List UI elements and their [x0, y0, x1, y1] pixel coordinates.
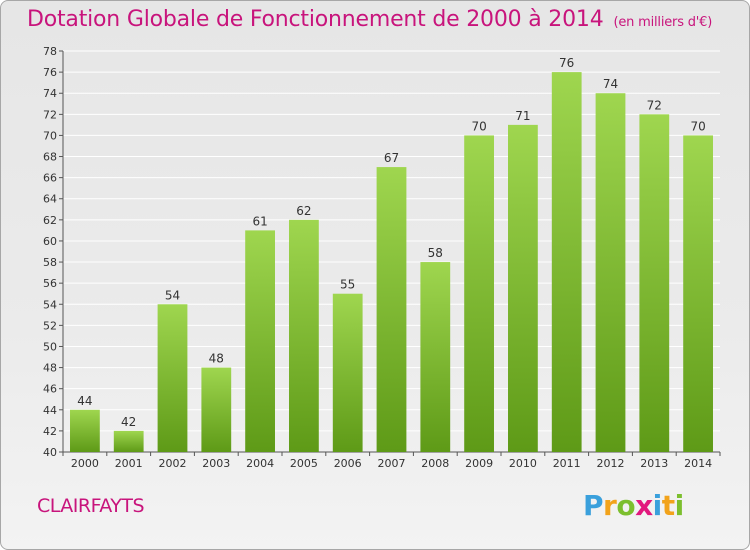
logo-letter: o: [616, 489, 636, 522]
x-tick-label: 2001: [115, 457, 143, 470]
bars: [70, 72, 713, 453]
y-tick-label: 54: [43, 298, 57, 311]
y-tick-label: 64: [43, 193, 57, 206]
x-tick-label: 2009: [465, 457, 493, 470]
x-tick-label: 2005: [290, 457, 318, 470]
y-tick-label: 66: [43, 172, 57, 185]
x-tick-label: 2004: [246, 457, 274, 470]
bar: [70, 409, 100, 452]
data-label: 58: [428, 246, 443, 260]
x-tick-label: 2014: [684, 457, 712, 470]
y-tick-label: 40: [43, 446, 57, 459]
y-tick-label: 44: [43, 404, 57, 417]
chart-subtitle: (en milliers d'€): [613, 15, 713, 30]
data-label: 62: [296, 204, 311, 218]
bar: [420, 262, 451, 452]
data-label: 54: [165, 288, 180, 302]
data-label: 61: [252, 214, 267, 228]
data-label: 67: [384, 151, 399, 165]
x-tick-label: 2013: [640, 457, 668, 470]
logo-letter: P: [583, 489, 604, 522]
proxiti-logo: Proxiti: [583, 489, 684, 522]
data-label: 42: [121, 415, 136, 429]
data-label: 44: [77, 394, 92, 408]
logo-letter: t: [661, 489, 675, 522]
x-tick-label: 2010: [509, 457, 537, 470]
y-tick-label: 68: [43, 151, 57, 164]
y-tick-label: 72: [43, 108, 57, 121]
bar: [289, 219, 319, 452]
y-tick-label: 52: [43, 319, 57, 332]
bar: [639, 114, 670, 452]
bar: [376, 167, 407, 452]
bar: [551, 72, 582, 453]
chart-title: Dotation Globale de Fonctionnement de 20…: [27, 7, 712, 32]
bar: [332, 293, 363, 452]
x-tick-label: 2006: [334, 457, 362, 470]
bar: [595, 93, 626, 453]
y-tick-label: 56: [43, 277, 57, 290]
data-labels: 44 42 54 48 61 62 55 67 58 70 71 76 74 72 70: [77, 56, 705, 429]
bar: [201, 367, 232, 452]
logo-letter: x: [635, 489, 653, 522]
data-label: 55: [340, 278, 355, 292]
x-tick-label: 2011: [553, 457, 581, 470]
data-label: 72: [647, 98, 662, 112]
y-tick-label: 50: [43, 340, 57, 353]
bar: [683, 135, 713, 452]
bar: [157, 304, 188, 452]
data-label: 70: [471, 119, 486, 133]
y-tick-label: 48: [43, 362, 57, 375]
y-tick-label: 62: [43, 214, 57, 227]
x-tick-label: 2003: [202, 457, 230, 470]
y-tick-label: 78: [43, 45, 57, 58]
data-label: 70: [690, 119, 705, 133]
logo-letter: r: [603, 489, 617, 522]
bar: [508, 124, 538, 453]
x-tick-label: 2008: [421, 457, 449, 470]
bar: [245, 230, 275, 452]
commune-name: CLAIRFAYTS: [37, 495, 145, 517]
y-tick-label: 58: [43, 256, 57, 269]
logo-letter: i: [652, 489, 663, 522]
data-label: 76: [559, 56, 574, 70]
y-tick-label: 42: [43, 425, 57, 438]
data-label: 71: [515, 109, 530, 123]
chart-title-text: Dotation Globale de Fonctionnement de 20…: [27, 7, 604, 32]
data-label: 74: [603, 77, 618, 91]
bar: [113, 430, 144, 452]
logo-letter: i: [674, 489, 685, 522]
x-tick-label: 2012: [597, 457, 625, 470]
y-tick-label: 76: [43, 66, 57, 79]
x-tick-label: 2002: [159, 457, 187, 470]
y-tick-label: 60: [43, 235, 57, 248]
y-tick-label: 46: [43, 383, 57, 396]
data-label: 48: [209, 352, 224, 366]
y-tick-label: 70: [43, 129, 57, 142]
y-tick-label: 74: [43, 87, 57, 100]
bar: [464, 135, 494, 452]
x-tick-label: 2007: [378, 457, 406, 470]
x-tick-label: 2000: [71, 457, 99, 470]
